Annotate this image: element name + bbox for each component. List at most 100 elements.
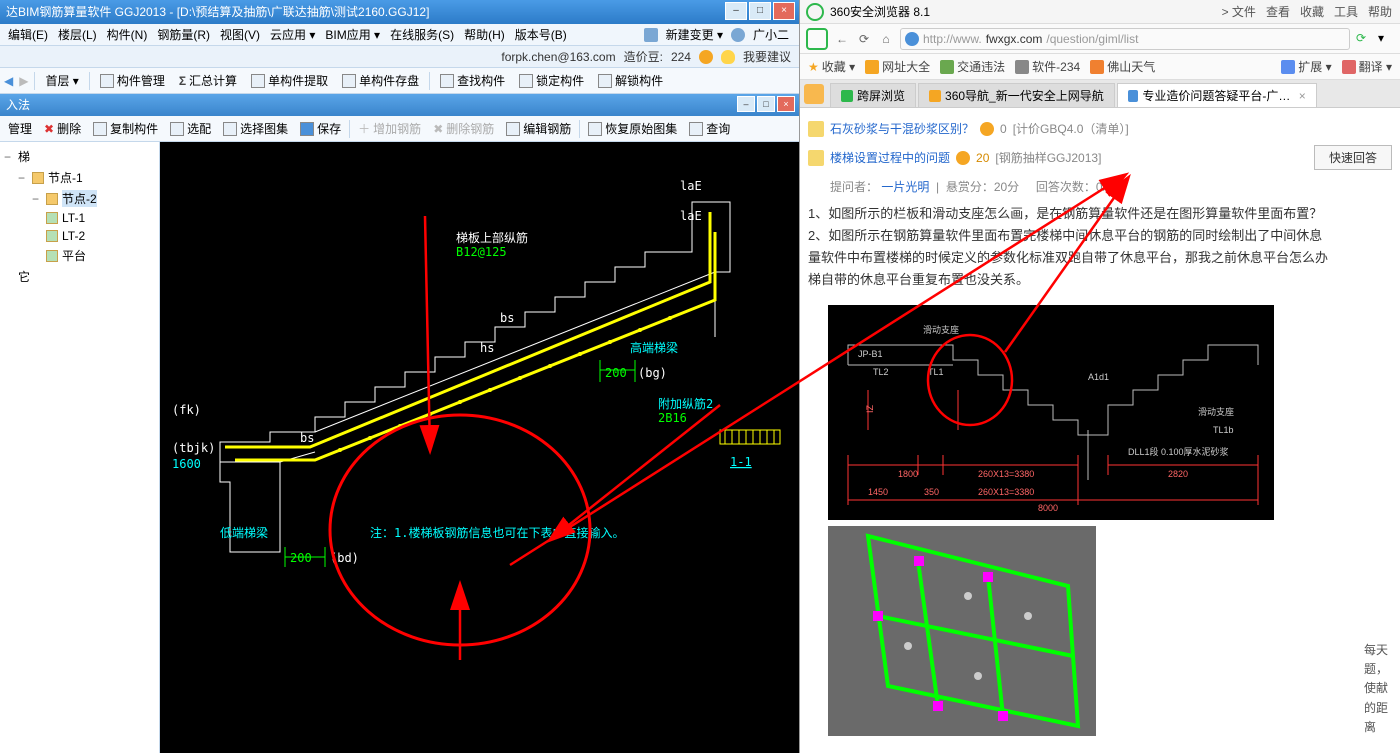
side-note: 每天题，使献的距离: [1364, 641, 1396, 737]
btn-del-rebar[interactable]: ✖删除钢筋: [429, 118, 498, 139]
translate-button[interactable]: 翻译 ▾: [1342, 58, 1392, 75]
new-change-button[interactable]: 新建变更 ▾: [662, 26, 727, 43]
maximize-button[interactable]: □: [749, 2, 771, 20]
url-input[interactable]: http://www.fwxgx.com/question/giml/list: [900, 28, 1350, 50]
btn-query[interactable]: 查询: [685, 118, 734, 139]
info-bar: forpk.chen@163.com 造价豆: 224 我要建议: [0, 46, 799, 68]
bookmark-4[interactable]: 佛山天气: [1090, 58, 1155, 75]
close-button[interactable]: ×: [773, 2, 795, 20]
menu-view[interactable]: 视图(V): [216, 26, 264, 43]
menu-rebar[interactable]: 钢筋量(R): [153, 26, 214, 43]
question-link-1[interactable]: 石灰砂浆与干混砂浆区别？: [830, 120, 974, 137]
reload-button[interactable]: ⟳: [856, 31, 872, 47]
unlock-icon: [598, 74, 612, 88]
tree-node-1[interactable]: −节点-1: [4, 167, 155, 188]
btn-single-save[interactable]: 单构件存盘: [338, 70, 423, 91]
tree-node-stair[interactable]: −梯: [4, 146, 155, 167]
menu-help-br[interactable]: 帮助: [1368, 3, 1392, 20]
browser-titlebar: 360安全浏览器 8.1 > 文件 查看 收藏 工具 帮助: [800, 0, 1400, 24]
svg-text:laE: laE: [680, 179, 702, 193]
btn-add-rebar[interactable]: ＋增加钢筋: [354, 118, 425, 139]
back-button-br[interactable]: ←: [834, 31, 850, 47]
cad-canvas[interactable]: laE laE 梯板上部纵筋 (fk) (tbjk) bs bs hs (bd)…: [160, 142, 799, 753]
sidebar-toggle[interactable]: [804, 84, 824, 104]
dropdown-icon[interactable]: ▾: [1378, 31, 1394, 47]
btn-select-atlas[interactable]: 选择图集: [219, 118, 292, 139]
question-tag-1: [计价GBQ4.0（清单）]: [1013, 120, 1129, 137]
bookmark-1[interactable]: 网址大全: [865, 58, 930, 75]
ext-icon: [1281, 60, 1295, 74]
btn-unlock-member[interactable]: 解锁构件: [594, 70, 667, 91]
btn-member-manage[interactable]: 构件管理: [96, 70, 169, 91]
menu-edit[interactable]: 编辑(E): [4, 26, 52, 43]
address-bar-row: ← ⟳ ⌂ http://www.fwxgx.com/question/giml…: [800, 24, 1400, 54]
btn-restore-atlas[interactable]: 恢复原始图集: [584, 118, 681, 139]
bookmark-icon: [940, 60, 954, 74]
btn-single-extract[interactable]: 单构件提取: [247, 70, 332, 91]
fav-button[interactable]: ★收藏 ▾: [808, 58, 855, 75]
tree-node-lt1[interactable]: LT-1: [4, 209, 155, 227]
embedded-image-2[interactable]: [828, 526, 1096, 736]
minimize-button[interactable]: –: [725, 2, 747, 20]
bookmark-2[interactable]: 交通违法: [940, 58, 1005, 75]
svg-text:梯板上部纵筋: 梯板上部纵筋: [456, 230, 528, 245]
refresh-icon[interactable]: ⟳: [1356, 31, 1372, 47]
tree-node-other[interactable]: 它: [4, 266, 155, 287]
menu-cloud[interactable]: 云应用 ▾: [266, 26, 319, 43]
bookmark-icon: [1090, 60, 1104, 74]
menu-bim[interactable]: BIM应用 ▾: [321, 26, 384, 43]
svg-text:hs: hs: [480, 341, 494, 355]
ext-button[interactable]: 扩展 ▾: [1281, 58, 1331, 75]
back-button[interactable]: ◀: [4, 74, 13, 88]
forward-button[interactable]: ▶: [19, 74, 28, 88]
btn-delete[interactable]: ✖删除: [40, 118, 85, 139]
svg-text:IZ: IZ: [865, 405, 875, 414]
embedded-image-1[interactable]: 滑动支座 JP-B1 TL2 TL1 A1d1 滑动支座 TL1b DLL1段 …: [828, 305, 1274, 520]
tree-node-platform[interactable]: 平台: [4, 245, 155, 266]
asker-label: 提问者：: [830, 180, 878, 194]
tab-1[interactable]: 跨屏浏览: [830, 83, 916, 107]
menu-file[interactable]: > 文件: [1222, 3, 1256, 20]
sub-max-button[interactable]: □: [757, 96, 775, 112]
svg-text:1-1: 1-1: [730, 455, 752, 469]
user-icon: [731, 28, 745, 42]
menu-tools[interactable]: 工具: [1334, 3, 1358, 20]
menu-view-br[interactable]: 查看: [1266, 3, 1290, 20]
menu-online[interactable]: 在线服务(S): [386, 26, 458, 43]
sub-close-button[interactable]: ×: [777, 96, 795, 112]
tab-close-icon[interactable]: ×: [1299, 84, 1306, 108]
window-buttons: – □ ×: [725, 2, 795, 20]
floor-select[interactable]: 首层 ▾: [41, 70, 82, 91]
item-icon: [46, 212, 58, 224]
bookmark-3[interactable]: 软件-234: [1015, 58, 1080, 75]
btn-lock-member[interactable]: 锁定构件: [515, 70, 588, 91]
asker-link[interactable]: 一片光明: [881, 180, 929, 194]
bookmarks-bar: ★收藏 ▾ 网址大全 交通违法 软件-234 佛山天气 扩展 ▾ 翻译 ▾: [800, 54, 1400, 80]
btn-manage[interactable]: 管理: [4, 118, 36, 139]
tab-2[interactable]: 360导航_新一代安全上网导航: [918, 83, 1115, 107]
suggest-button[interactable]: 我要建议: [743, 48, 791, 65]
btn-copy-member[interactable]: 复制构件: [89, 118, 162, 139]
svg-text:TL1: TL1: [928, 367, 944, 377]
tab-3[interactable]: 专业造价问题答疑平台-广联达服×: [1117, 83, 1317, 107]
tree-node-lt2[interactable]: LT-2: [4, 227, 155, 245]
menu-member[interactable]: 构件(N): [103, 26, 152, 43]
workspace: −梯 −节点-1 −节点-2 LT-1 LT-2 平台 它: [0, 142, 799, 753]
home-button[interactable]: ⌂: [878, 31, 894, 47]
tree-node-2[interactable]: −节点-2: [4, 188, 155, 209]
quick-reply-button[interactable]: 快速回答: [1314, 145, 1392, 170]
menu-version[interactable]: 版本号(B): [511, 26, 571, 43]
menu-floor[interactable]: 楼层(L): [54, 26, 101, 43]
menu-fav[interactable]: 收藏: [1300, 3, 1324, 20]
menu-help[interactable]: 帮助(H): [460, 26, 509, 43]
btn-edit-rebar[interactable]: 编辑钢筋: [502, 118, 575, 139]
svg-text:滑动支座: 滑动支座: [1198, 406, 1234, 417]
btn-select-config[interactable]: 选配: [166, 118, 215, 139]
btn-save[interactable]: 保存: [296, 118, 345, 139]
sub-min-button[interactable]: –: [737, 96, 755, 112]
svg-text:JP-B1: JP-B1: [858, 349, 883, 359]
btn-find-member[interactable]: 查找构件: [436, 70, 509, 91]
question-link-2[interactable]: 楼梯设置过程中的问题: [830, 149, 950, 166]
restore-icon: [588, 122, 602, 136]
btn-sum-calc[interactable]: Σ汇总计算: [175, 70, 241, 91]
